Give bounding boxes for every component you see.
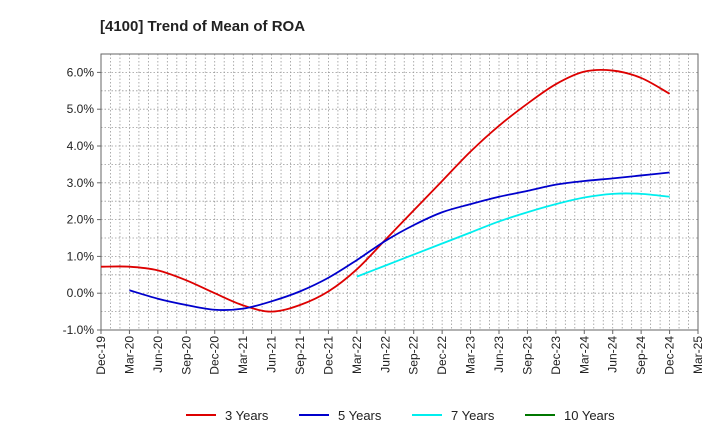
series-line-3-years bbox=[100, 68, 671, 313]
x-axis: Dec-19 Mar-20 Jun-20 Sep-20 Dec-20 Mar-21 Jun-… bbox=[94, 330, 705, 375]
y-tick-label: 6.0% bbox=[67, 65, 95, 79]
y-tick-label: 5.0% bbox=[67, 102, 95, 116]
x-tick-label: Mar-20 bbox=[122, 336, 136, 374]
y-axis: -1.0% 0.0% 1.0% 2.0% 3.0% 4.0% 5.0% 6.0% bbox=[63, 65, 101, 337]
y-tick-label: 4.0% bbox=[67, 139, 95, 153]
series-line-7-years bbox=[356, 192, 670, 278]
y-tick-label: 2.0% bbox=[67, 213, 95, 227]
x-tick-label: Mar-21 bbox=[236, 336, 250, 374]
series-line-5-years bbox=[129, 171, 670, 311]
legend: 3 Years 5 Years 7 Years 10 Years bbox=[186, 408, 615, 423]
x-tick-label: Dec-20 bbox=[208, 336, 222, 375]
x-tick-label: Dec-19 bbox=[94, 336, 108, 375]
x-tick-label: Jun-20 bbox=[151, 336, 165, 373]
legend-label-7-years: 7 Years bbox=[451, 408, 495, 423]
legend-label-10-years: 10 Years bbox=[564, 408, 615, 423]
x-tick-label: Jun-24 bbox=[606, 336, 620, 373]
x-tick-label: Mar-25 bbox=[691, 336, 705, 374]
x-tick-label: Sep-21 bbox=[293, 336, 307, 375]
x-tick-label: Mar-22 bbox=[350, 336, 364, 374]
y-tick-label: 3.0% bbox=[67, 176, 95, 190]
y-tick-label: 0.0% bbox=[67, 286, 95, 300]
grid-lines bbox=[101, 54, 698, 330]
x-tick-label: Sep-24 bbox=[634, 336, 648, 375]
series-lines bbox=[100, 68, 671, 313]
legend-label-5-years: 5 Years bbox=[338, 408, 382, 423]
x-tick-label: Dec-23 bbox=[549, 336, 563, 375]
x-tick-label: Sep-23 bbox=[520, 336, 534, 375]
legend-label-3-years: 3 Years bbox=[225, 408, 269, 423]
x-tick-label: Jun-22 bbox=[378, 336, 392, 373]
y-tick-label: 1.0% bbox=[67, 249, 95, 263]
x-tick-label: Dec-24 bbox=[663, 336, 677, 375]
x-tick-label: Jun-21 bbox=[265, 336, 279, 373]
x-tick-label: Sep-20 bbox=[179, 336, 193, 375]
x-tick-label: Dec-21 bbox=[321, 336, 335, 375]
x-tick-label: Sep-22 bbox=[407, 336, 421, 375]
plot-frame bbox=[100, 53, 699, 331]
x-tick-label: Jun-23 bbox=[492, 336, 506, 373]
x-tick-label: Mar-24 bbox=[577, 336, 591, 374]
y-tick-label: -1.0% bbox=[63, 323, 95, 337]
x-tick-label: Mar-23 bbox=[464, 336, 478, 374]
x-tick-label: Dec-22 bbox=[435, 336, 449, 375]
chart-title: [4100] Trend of Mean of ROA bbox=[100, 18, 305, 35]
